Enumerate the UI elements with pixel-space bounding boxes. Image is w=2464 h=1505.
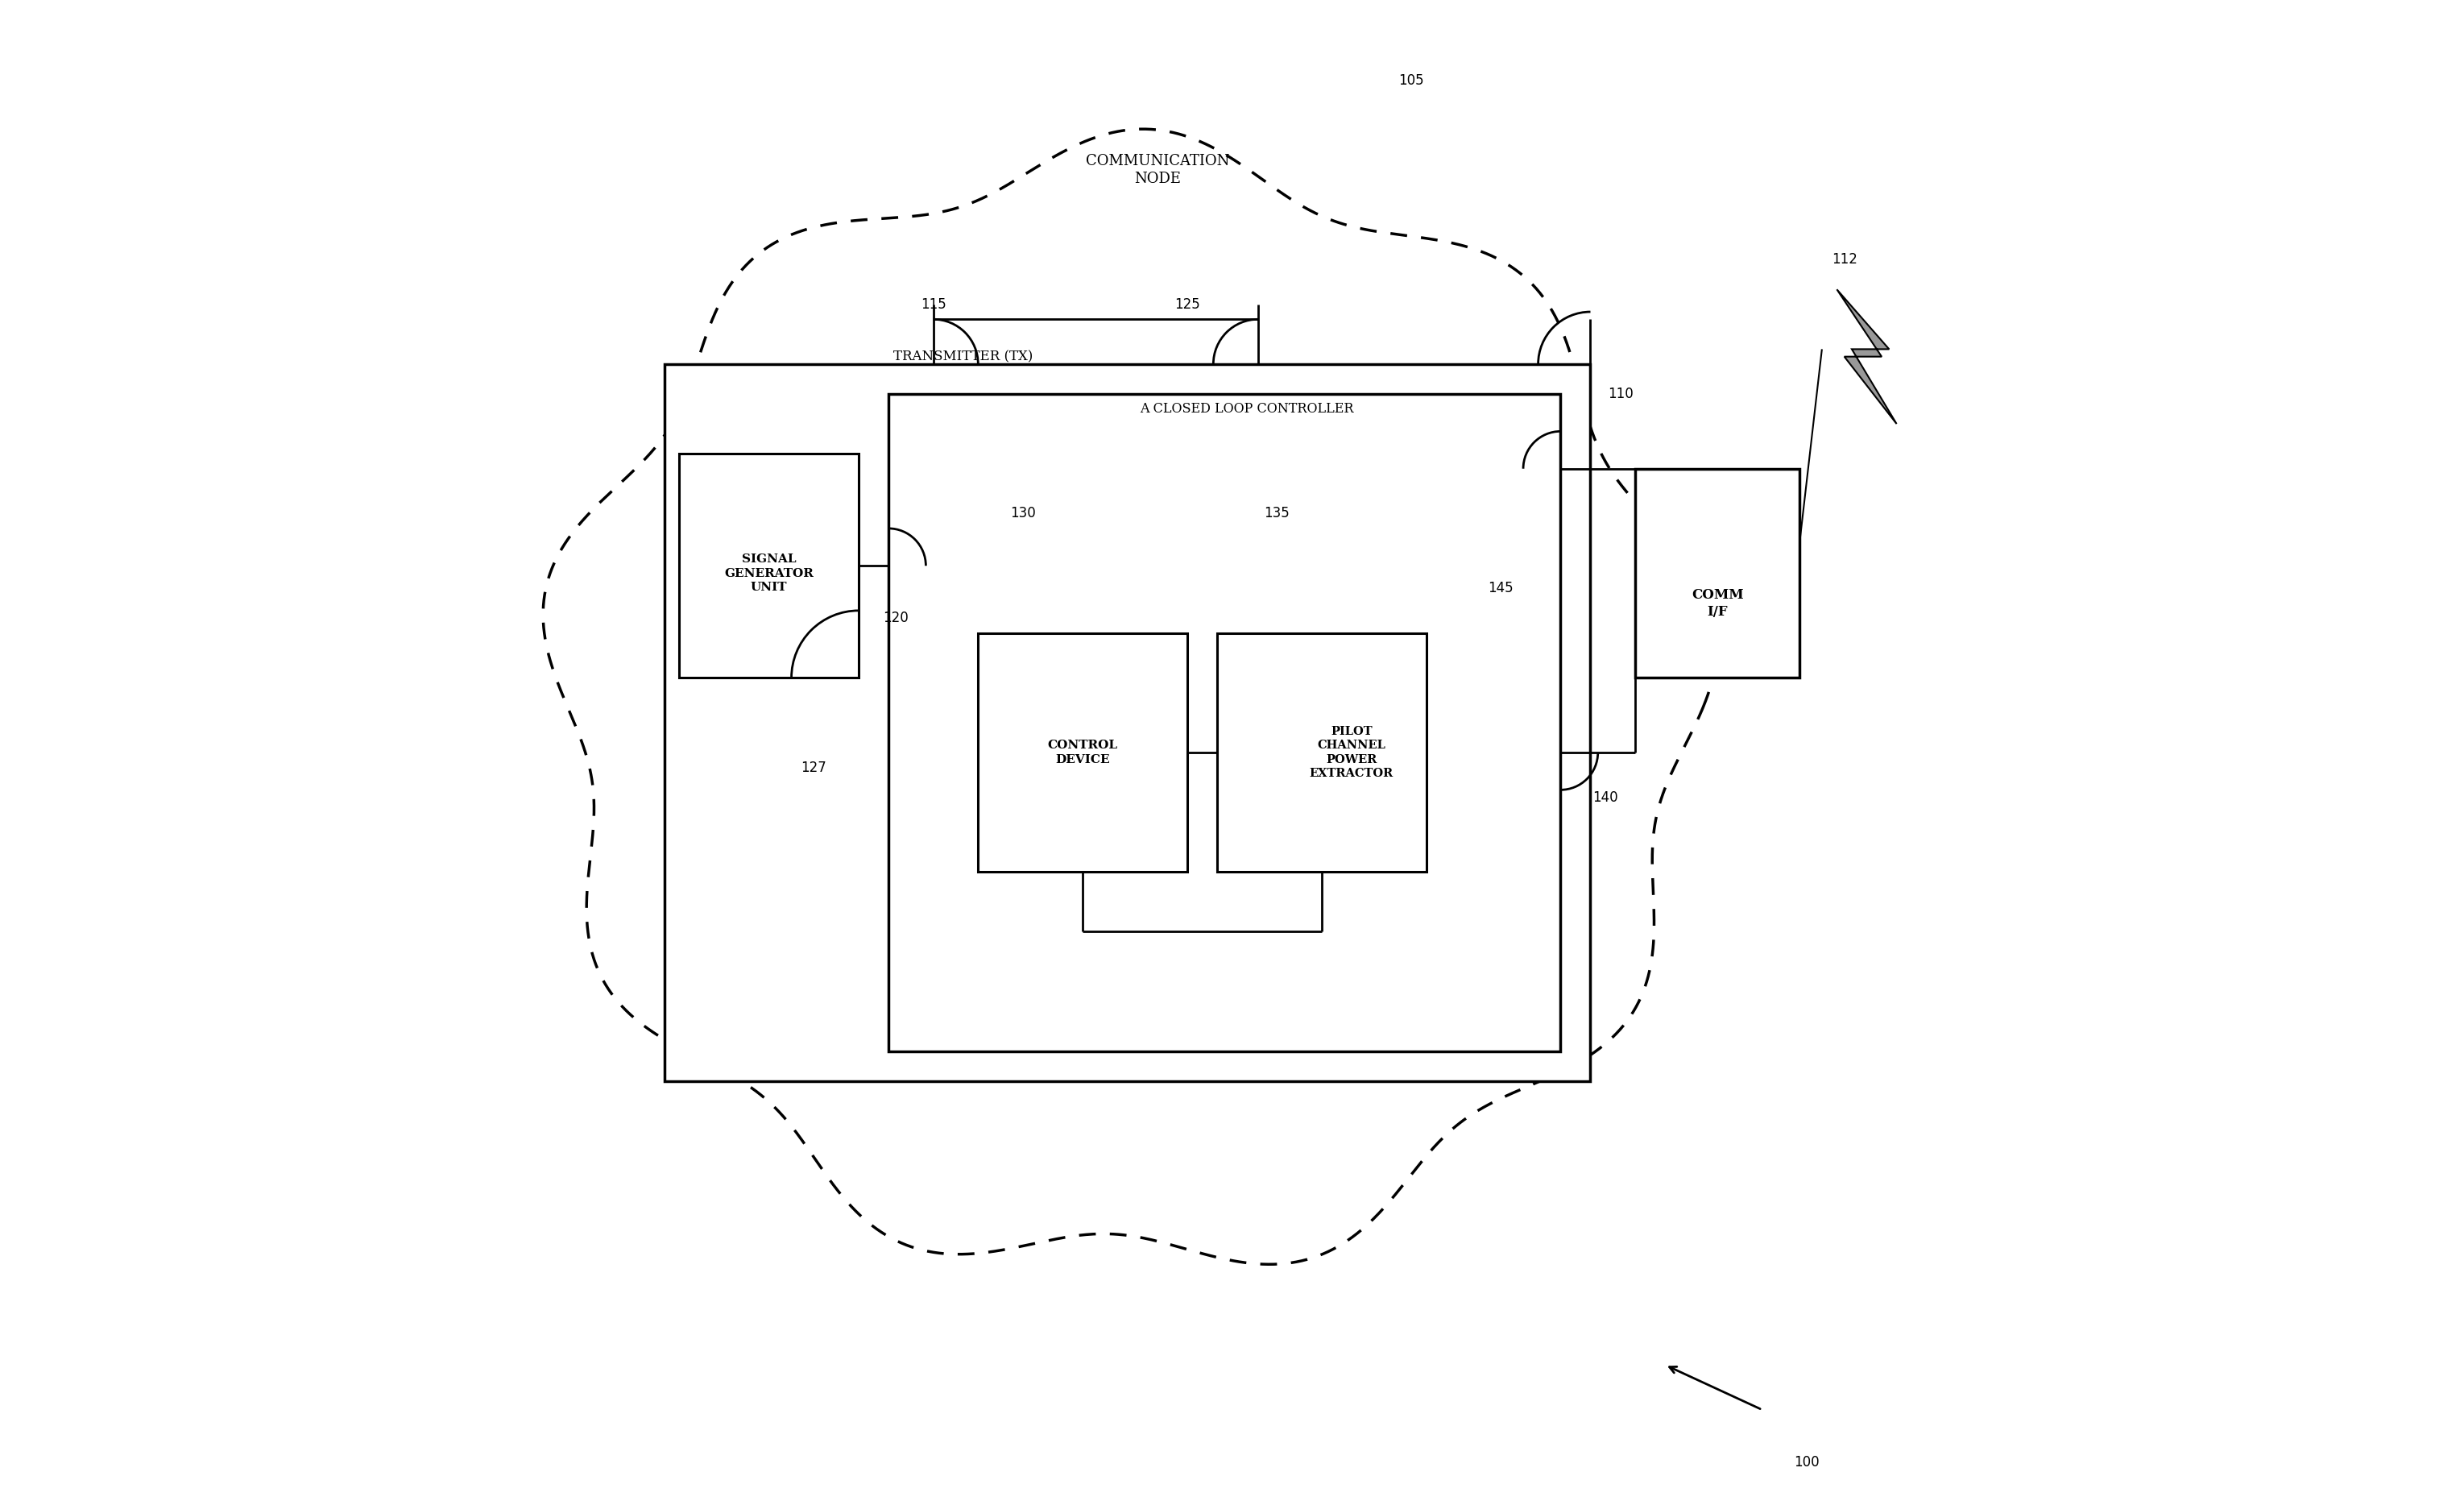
Text: 125: 125 xyxy=(1175,296,1200,312)
Bar xyxy=(978,634,1188,871)
Text: 140: 140 xyxy=(1592,790,1619,805)
Text: SIGNAL
GENERATOR
UNIT: SIGNAL GENERATOR UNIT xyxy=(724,554,813,593)
Text: 127: 127 xyxy=(801,760,825,775)
Text: 135: 135 xyxy=(1264,506,1289,521)
Text: 112: 112 xyxy=(1831,253,1858,266)
Bar xyxy=(1636,468,1799,677)
Text: TRANSMITTER (TX): TRANSMITTER (TX) xyxy=(894,349,1032,364)
Text: A CLOSED LOOP CONTROLLER: A CLOSED LOOP CONTROLLER xyxy=(1141,402,1353,415)
Text: 130: 130 xyxy=(1010,506,1035,521)
Text: CONTROL
DEVICE: CONTROL DEVICE xyxy=(1047,740,1119,765)
Text: COMMUNICATION
NODE: COMMUNICATION NODE xyxy=(1087,154,1230,187)
Text: PILOT
CHANNEL
POWER
EXTRACTOR: PILOT CHANNEL POWER EXTRACTOR xyxy=(1308,725,1395,780)
Text: COMM
I/F: COMM I/F xyxy=(1690,588,1745,619)
Text: 115: 115 xyxy=(922,296,946,312)
Polygon shape xyxy=(1836,289,1897,424)
Text: 100: 100 xyxy=(1794,1455,1821,1469)
Text: 110: 110 xyxy=(1607,387,1634,402)
Bar xyxy=(665,364,1589,1081)
Bar xyxy=(1217,634,1427,871)
Text: 105: 105 xyxy=(1400,74,1424,87)
Text: 145: 145 xyxy=(1488,581,1513,596)
Bar xyxy=(890,394,1560,1052)
Bar xyxy=(680,453,857,677)
Text: 120: 120 xyxy=(882,611,909,625)
